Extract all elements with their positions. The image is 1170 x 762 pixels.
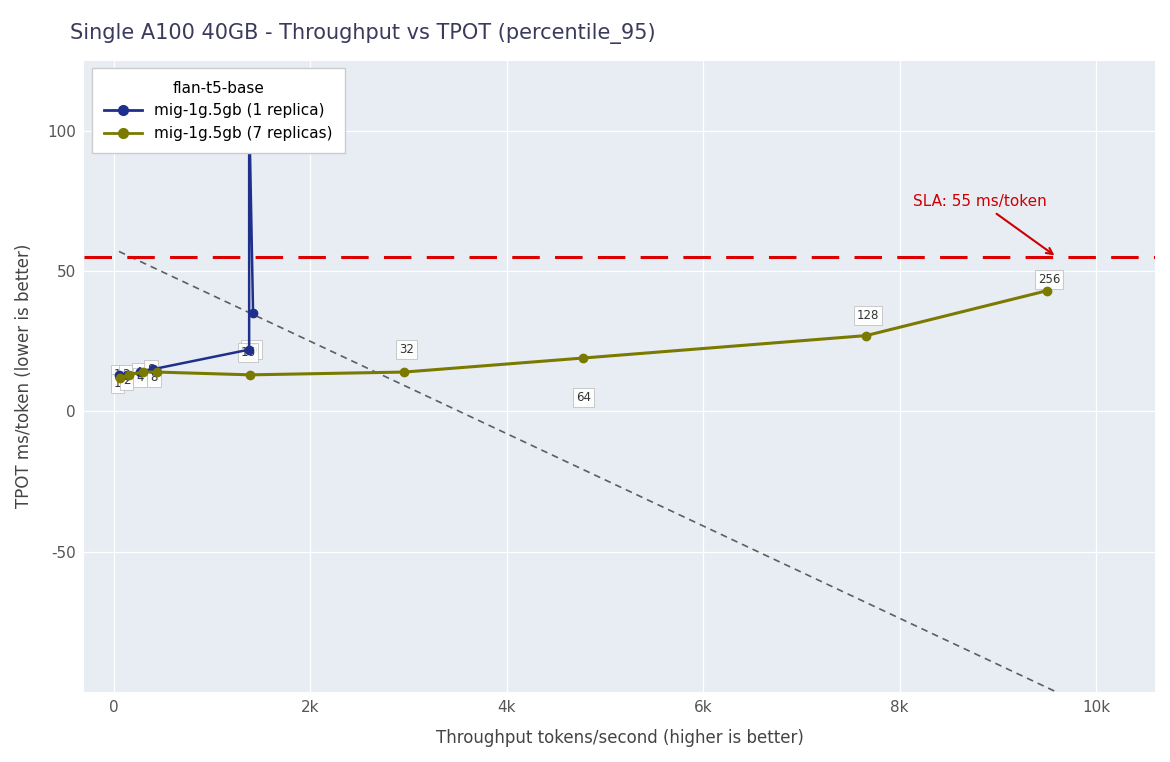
Text: 2: 2 [122, 368, 130, 381]
Text: 1: 1 [113, 368, 121, 381]
Text: Single A100 40GB - Throughput vs TPOT (percentile_95): Single A100 40GB - Throughput vs TPOT (p… [70, 23, 656, 44]
X-axis label: Throughput tokens/second (higher is better): Throughput tokens/second (higher is bett… [435, 729, 804, 747]
Text: 4: 4 [135, 366, 142, 379]
Text: 4: 4 [136, 371, 144, 384]
Text: 2: 2 [123, 374, 130, 387]
Text: 64: 64 [576, 391, 591, 404]
Text: 16: 16 [243, 343, 259, 356]
Y-axis label: TPOT ms/token (lower is better): TPOT ms/token (lower is better) [15, 244, 33, 508]
Legend: mig-1g.5gb (1 replica), mig-1g.5gb (7 replicas): mig-1g.5gb (1 replica), mig-1g.5gb (7 re… [91, 69, 345, 153]
Text: 16: 16 [241, 346, 255, 359]
Text: 256: 256 [1038, 273, 1060, 286]
Text: 8: 8 [147, 363, 154, 376]
Text: SLA: 55 ms/token: SLA: 55 ms/token [913, 194, 1053, 254]
Text: 128: 128 [858, 309, 880, 322]
Text: 8: 8 [151, 371, 158, 384]
Text: 1: 1 [113, 376, 122, 389]
Text: 32: 32 [399, 343, 414, 356]
